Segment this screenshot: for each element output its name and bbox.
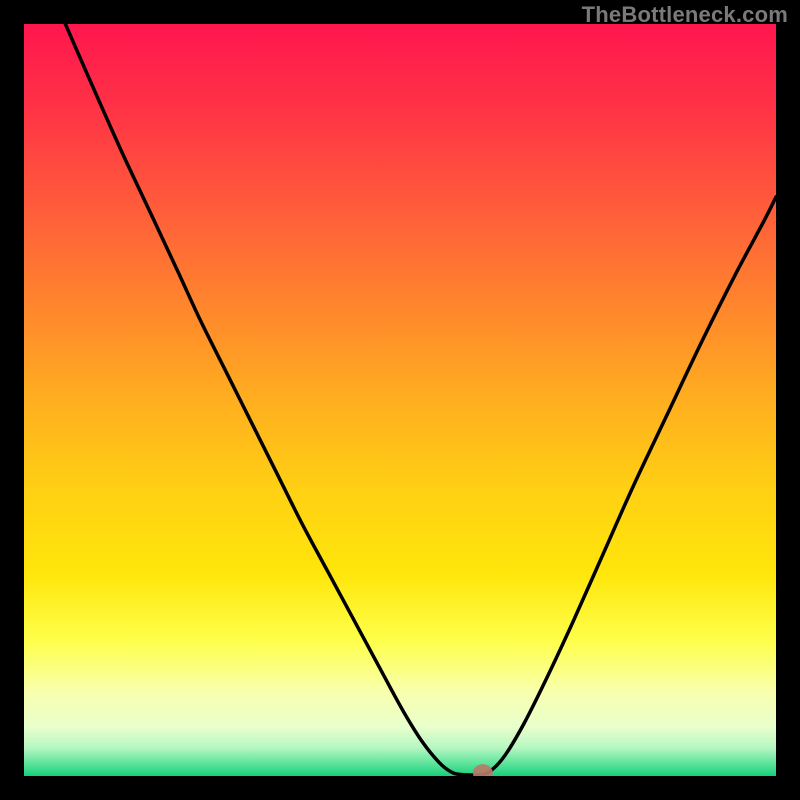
watermark-text: TheBottleneck.com <box>582 2 788 28</box>
chart-frame: TheBottleneck.com <box>0 0 800 800</box>
minimum-marker <box>473 764 493 776</box>
gradient-background <box>24 24 776 776</box>
plot-area <box>24 24 776 776</box>
